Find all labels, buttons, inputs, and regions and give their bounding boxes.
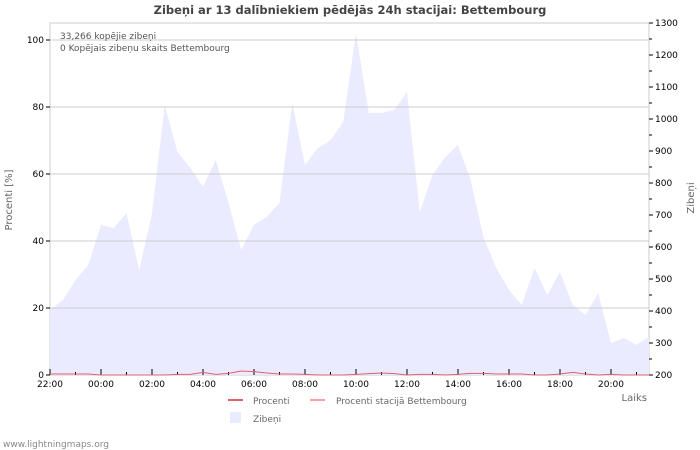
annotation-station: 0 Kopējais zibeņu skaits Bettembourg: [60, 44, 230, 54]
right-tick-label: 300: [655, 339, 672, 349]
x-tick-label: 08:00: [292, 380, 318, 390]
x-tick-label: 00:00: [88, 380, 114, 390]
right-tick-label: 1000: [655, 115, 678, 125]
left-tick-label: 100: [27, 36, 44, 46]
footer-link[interactable]: www.lightningmaps.org: [3, 440, 109, 450]
left-tick-label: 20: [33, 304, 45, 314]
right-tick-label: 500: [655, 275, 672, 285]
right-tick-label: 200: [655, 371, 672, 381]
chart-title: Zibeņi ar 13 dalībniekiem pēdējās 24h st…: [154, 3, 547, 17]
right-tick-label: 800: [655, 179, 672, 189]
x-tick-label: 02:00: [139, 380, 165, 390]
x-tick-label: 14:00: [445, 380, 471, 390]
right-tick-label: 1200: [655, 51, 678, 61]
legend-zibeni[interactable]: Zibeņi: [253, 415, 281, 425]
left-tick-label: 80: [33, 103, 45, 113]
right-tick-label: 1100: [655, 83, 678, 93]
x-tick-label: 18:00: [547, 380, 573, 390]
legend-zibeni-swatch: [230, 412, 241, 423]
x-tick-label: 04:00: [190, 380, 216, 390]
x-tick-label: 20:00: [598, 380, 624, 390]
y-axis-left-label: Procenti [%]: [4, 169, 15, 230]
right-tick-label: 900: [655, 147, 672, 157]
annotation-total: 33,266 kopējie zibeņi: [60, 32, 156, 42]
right-tick-label: 700: [655, 211, 672, 221]
left-tick-label: 40: [33, 237, 45, 247]
legend-procenti[interactable]: Procenti: [253, 397, 290, 407]
x-tick-label: 10:00: [343, 380, 369, 390]
x-tick-label: 16:00: [496, 380, 522, 390]
x-tick-label: 12:00: [394, 380, 420, 390]
x-axis-label: Laiks: [622, 393, 647, 404]
zibeni-area: [50, 32, 649, 376]
right-tick-label: 1300: [655, 19, 678, 29]
x-tick-label: 22:00: [37, 380, 63, 390]
procenti-line: [50, 370, 649, 376]
left-tick-label: 60: [33, 170, 45, 180]
right-tick-label: 400: [655, 307, 672, 317]
left-tick-label: 0: [38, 371, 44, 381]
right-tick-label: 600: [655, 243, 672, 253]
y-axis-right-label: Zibeņi: [686, 182, 697, 213]
x-tick-label: 06:00: [241, 380, 267, 390]
legend-station[interactable]: Procenti stacijā Bettembourg: [336, 397, 467, 407]
